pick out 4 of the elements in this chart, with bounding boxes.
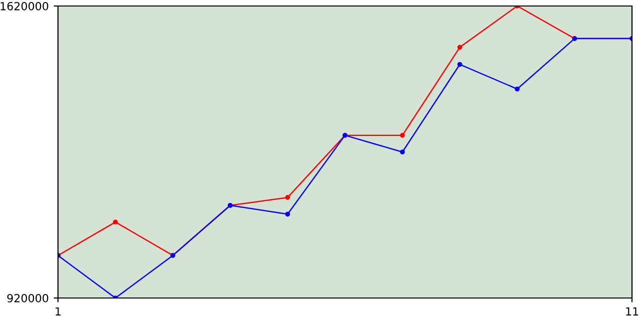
x-tick-label: 1 — [56, 307, 61, 316]
y-tick-label: 1620000 — [0, 2, 48, 10]
x-tick-label: 11 — [626, 307, 638, 316]
y-tick-label: 920000 — [7, 294, 48, 302]
